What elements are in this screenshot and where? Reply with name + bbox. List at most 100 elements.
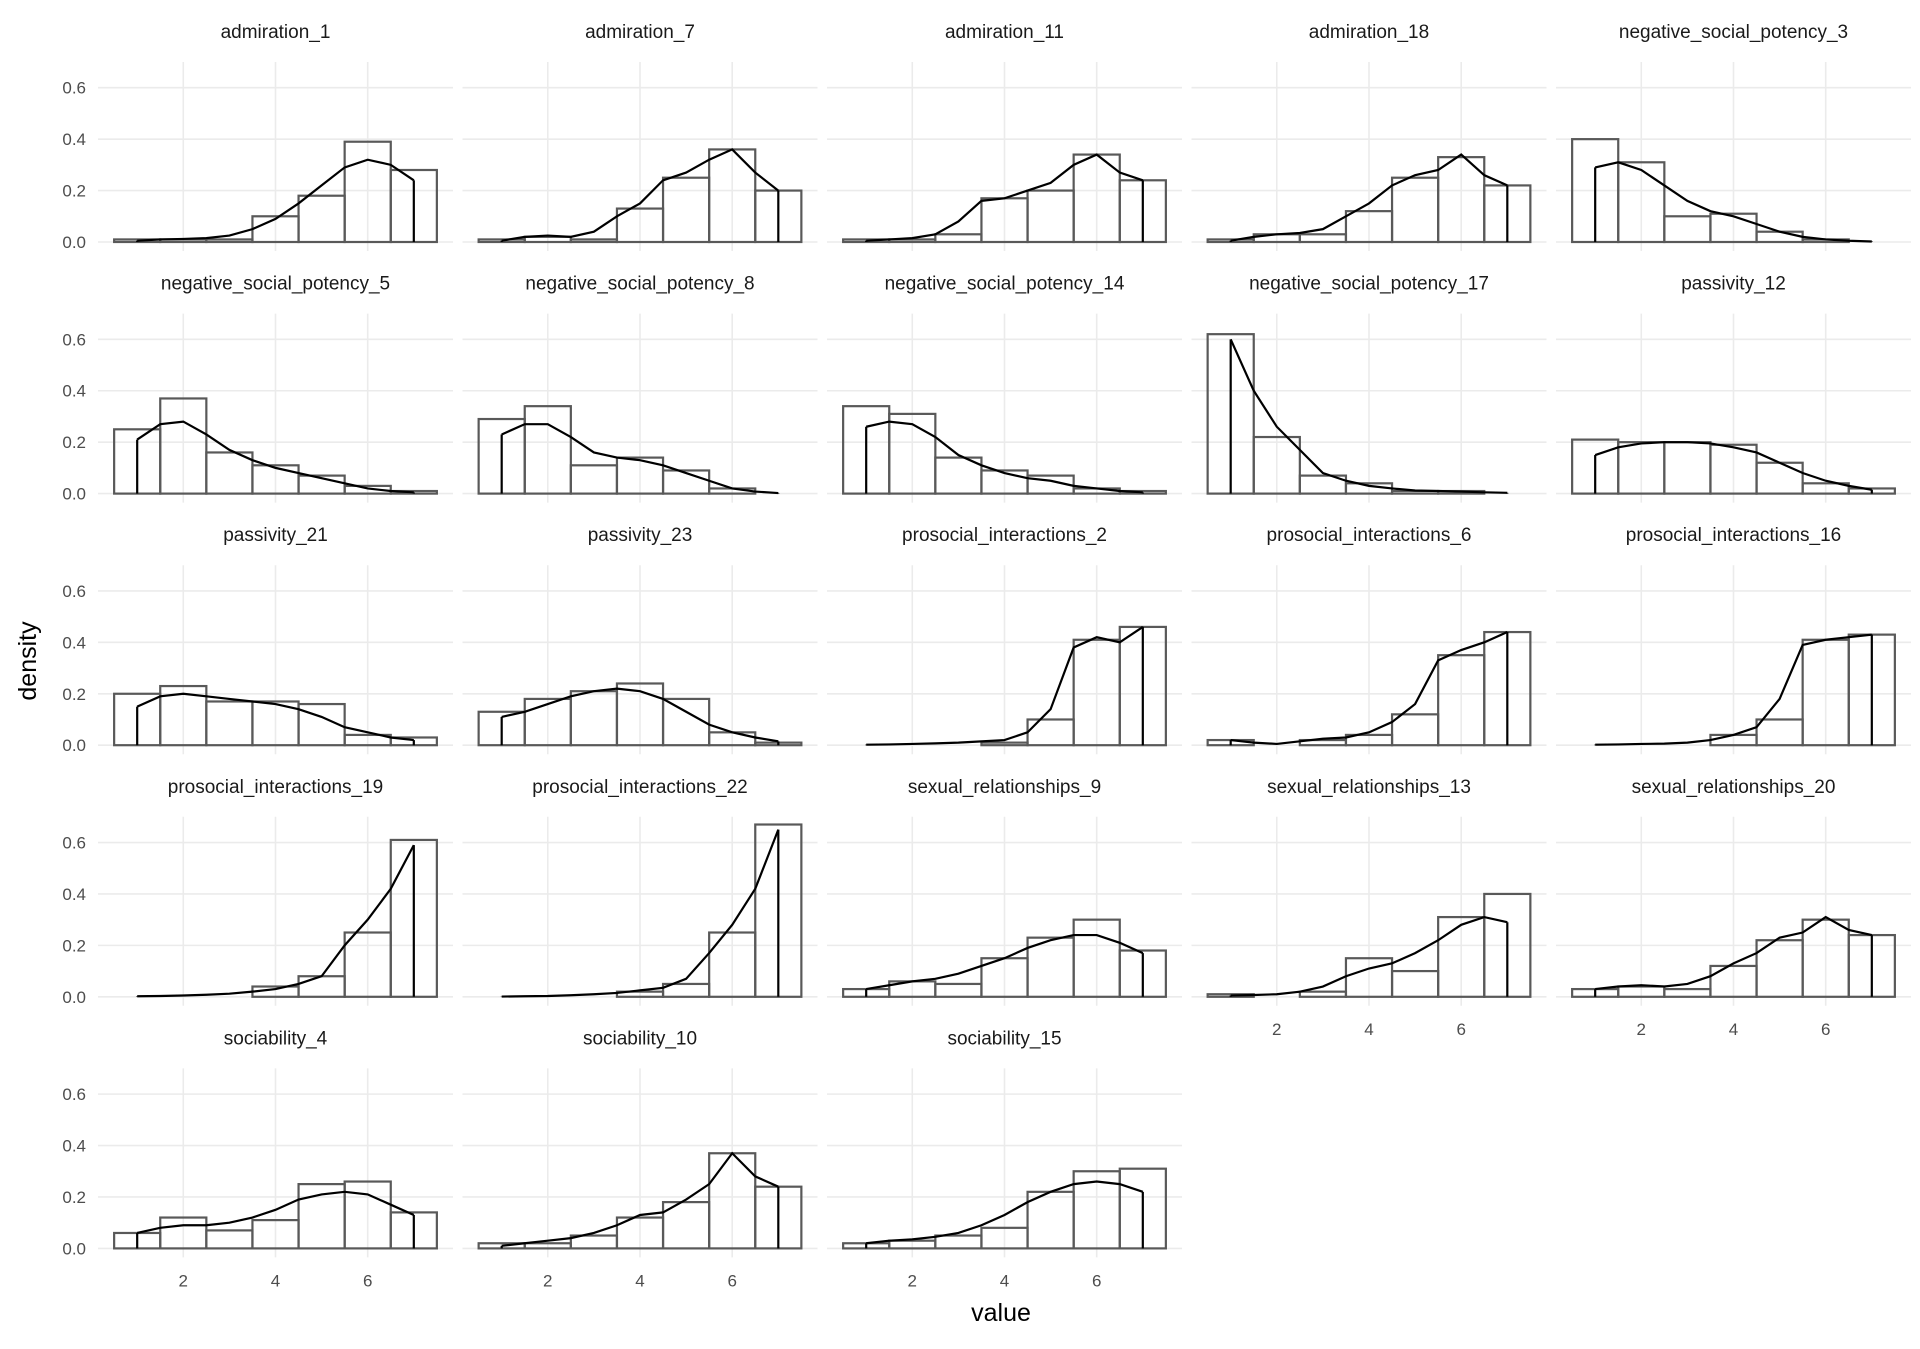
density-line [866, 153, 1144, 242]
y-tick-label: 0.2 [62, 433, 86, 452]
density-line [501, 829, 780, 998]
bar [888, 412, 937, 495]
bar [569, 690, 619, 747]
bar [205, 451, 254, 495]
panel-title: admiration_7 [585, 22, 695, 43]
x-tick-label: 4 [271, 1271, 280, 1290]
panel: negative_social_potency_8 [462, 274, 818, 503]
panel-title: prosocial_interactions_6 [1267, 525, 1472, 546]
bar [343, 484, 392, 495]
density-line [501, 1151, 779, 1247]
bar [297, 474, 346, 495]
panel: negative_social_potency_14 [827, 274, 1182, 503]
panel: passivity_23 [462, 525, 818, 755]
panel-title: negative_social_potency_3 [1619, 22, 1848, 43]
density-line [866, 933, 1144, 991]
bar [934, 1234, 983, 1250]
density-line [1230, 153, 1508, 242]
bar [389, 838, 438, 998]
panel-title: sociability_4 [224, 1028, 328, 1049]
panel-title: negative_social_potency_5 [161, 274, 390, 295]
x-tick-label: 6 [363, 1271, 372, 1290]
y-tick-label: 0.4 [62, 1137, 86, 1156]
bar [205, 238, 254, 244]
y-tick-label: 0.2 [62, 685, 86, 704]
bar [1709, 212, 1758, 244]
bar [297, 702, 346, 747]
panel: prosocial_interactions_2 [827, 525, 1182, 755]
y-tick-label: 0.4 [62, 130, 86, 149]
panel: sexual_relationships_13 2 4 6 [1191, 777, 1547, 1039]
panel-title: passivity_21 [223, 525, 328, 546]
panel-title: admiration_1 [221, 22, 331, 43]
y-tick-label: 0.2 [62, 1188, 86, 1207]
panel: sociability_10 2 4 6 [462, 1028, 818, 1290]
panel: sexual_relationships_9 [827, 777, 1182, 1006]
bar [1663, 441, 1712, 495]
bar [1026, 1190, 1075, 1250]
y-tick-label: 0.6 [62, 330, 86, 349]
bar [661, 176, 711, 244]
density-line [136, 1190, 415, 1235]
bar [297, 975, 346, 998]
y-tick-label: 0.0 [62, 736, 86, 755]
panel: prosocial_interactions_6 [1191, 525, 1547, 755]
density-line [1230, 915, 1508, 997]
y-tick-label: 0.4 [62, 382, 86, 401]
bar [569, 238, 619, 244]
panel: admiration_1 0.0 0.2 0.4 0.6 [62, 22, 453, 252]
panel-title: prosocial_interactions_19 [168, 777, 383, 798]
y-tick-label: 0.6 [62, 582, 86, 601]
y-tick-label: 0.4 [62, 633, 86, 652]
density-line [866, 1180, 1144, 1245]
density-line [136, 420, 414, 494]
x-tick-label: 6 [1092, 1271, 1101, 1290]
bar [1026, 474, 1075, 495]
x-tick-label: 2 [1272, 1020, 1281, 1039]
x-tick-label: 2 [543, 1271, 552, 1290]
density-line [1595, 915, 1873, 991]
bar [661, 469, 711, 495]
y-tick-label: 0.0 [62, 233, 86, 252]
density-line [1229, 338, 1508, 494]
panel-title: negative_social_potency_14 [885, 274, 1125, 295]
bar [159, 397, 208, 495]
bar [205, 1229, 254, 1250]
x-tick-label: 6 [727, 1271, 736, 1290]
bar [1390, 969, 1440, 998]
panel: sociability_4 0.0 0.2 0.4 0.6 2 4 6 [62, 1028, 453, 1290]
panel: negative_social_potency_17 [1191, 274, 1547, 503]
x-tick-label: 4 [635, 1271, 644, 1290]
bar [1663, 215, 1712, 244]
y-tick-label: 0.2 [62, 182, 86, 201]
panel: prosocial_interactions_16 [1556, 525, 1911, 755]
panel: negative_social_potency_5 0.0 0.2 0.4 0.6 [62, 274, 453, 504]
y-tick-label: 0.4 [62, 885, 86, 904]
x-tick-label: 4 [1364, 1020, 1373, 1039]
bar [1252, 435, 1301, 495]
bar [1617, 161, 1666, 244]
panel: prosocial_interactions_22 [462, 777, 818, 1006]
panel-title: prosocial_interactions_16 [1626, 525, 1841, 546]
panel-title: sociability_15 [947, 1028, 1061, 1049]
y-tick-label: 0.6 [62, 1085, 86, 1104]
x-tick-label: 4 [1000, 1271, 1009, 1290]
density-line [1594, 161, 1872, 243]
bar [934, 982, 983, 998]
density-line [501, 423, 779, 495]
bar [1298, 233, 1348, 244]
density-line [137, 844, 415, 998]
density-line [501, 148, 779, 242]
bar [1026, 189, 1075, 244]
panel-title: negative_social_potency_8 [525, 274, 754, 295]
y-tick-label: 0.0 [62, 1239, 86, 1258]
bar [1026, 718, 1075, 747]
panel: sociability_15 2 4 6 [827, 1028, 1182, 1290]
panel: passivity_12 [1556, 274, 1911, 503]
panel-title: passivity_12 [1681, 274, 1786, 295]
density-line [1594, 441, 1872, 491]
y-tick-label: 0.6 [62, 79, 86, 98]
bar [1298, 990, 1348, 998]
bar [523, 405, 572, 495]
x-axis-title: value [971, 1299, 1031, 1327]
